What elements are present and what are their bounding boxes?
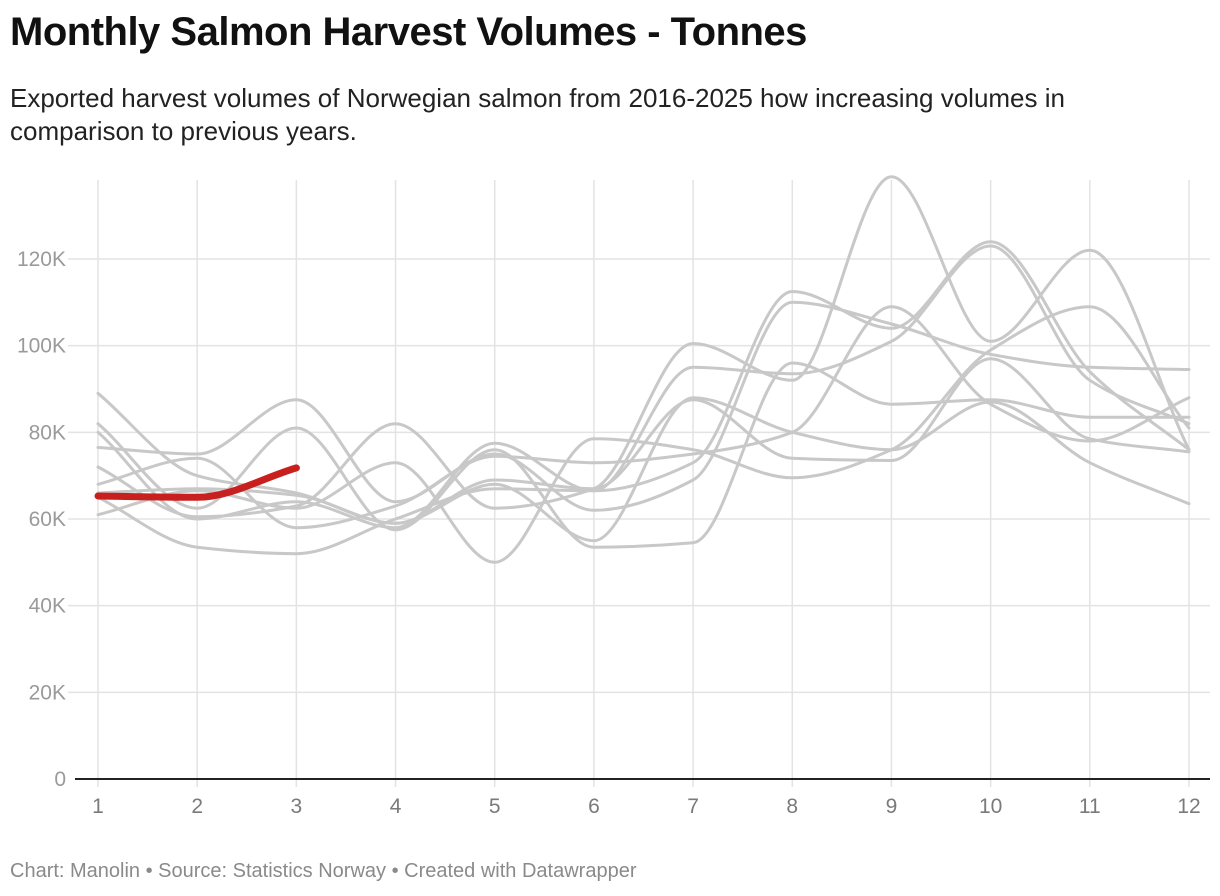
y-tick-label: 40K <box>29 595 66 618</box>
series-line <box>96 300 1191 512</box>
series-line <box>96 357 1191 525</box>
y-tick-label: 80K <box>29 421 66 444</box>
y-axis-tick-labels: 0 20K 40K 60K 80K 100K 120K <box>17 248 66 791</box>
y-tick-label: 60K <box>29 508 66 531</box>
x-tick-label: 3 <box>291 795 303 818</box>
x-tick-label: 11 <box>1079 795 1101 818</box>
series-line <box>96 305 1191 530</box>
y-tick-label: 20K <box>29 681 66 704</box>
y-tick-label: 0 <box>54 768 66 791</box>
x-tick-label: 9 <box>886 795 898 818</box>
series-line <box>96 391 1191 543</box>
chart-footer-credit: Chart: Manolin • Source: Statistics Norw… <box>10 860 637 882</box>
series-line <box>96 361 1191 549</box>
x-tick-label: 2 <box>191 795 203 818</box>
x-tick-label: 7 <box>687 795 699 818</box>
y-tick-label: 120K <box>17 248 66 271</box>
highlight-series-line <box>94 464 300 501</box>
gridlines <box>68 180 1210 787</box>
history-series-lines <box>96 175 1191 564</box>
x-tick-label: 6 <box>588 795 600 818</box>
y-tick-label: 100K <box>17 335 66 358</box>
series-line <box>96 244 1191 530</box>
x-axis-tick-labels: 1 2 3 4 5 6 7 8 9 10 11 12 <box>92 795 1201 818</box>
series-line-highlight <box>94 464 300 501</box>
x-tick-label: 10 <box>979 795 1002 818</box>
x-tick-label: 5 <box>489 795 501 818</box>
series-line <box>96 240 1191 556</box>
x-tick-label: 12 <box>1177 795 1200 818</box>
chart-subtitle: Exported harvest volumes of Norwegian sa… <box>10 83 1065 146</box>
x-tick-label: 1 <box>92 795 104 818</box>
x-tick-label: 4 <box>390 795 402 818</box>
x-tick-label: 8 <box>786 795 798 818</box>
chart-title: Monthly Salmon Harvest Volumes - Tonnes <box>10 10 807 54</box>
series-line <box>96 305 1191 564</box>
